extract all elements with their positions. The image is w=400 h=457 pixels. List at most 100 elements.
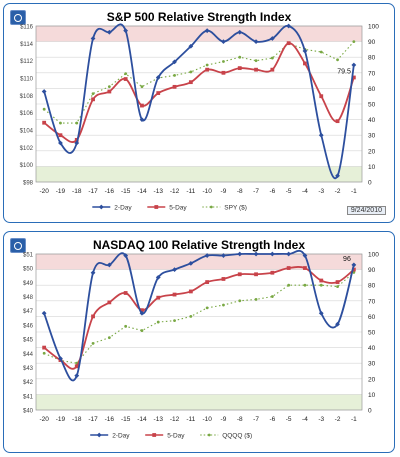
plot-area: [35, 25, 363, 183]
data-point: [91, 314, 95, 319]
data-point: [336, 58, 339, 62]
data-point: [41, 89, 47, 94]
x-tick-label: -5: [286, 416, 292, 423]
data-point: [139, 117, 145, 122]
right-tick-label: 90: [368, 267, 376, 274]
data-point: [286, 23, 292, 29]
data-point: [188, 43, 194, 49]
data-point: [91, 341, 95, 345]
legend-item: 2-Day: [92, 205, 132, 212]
data-point: [140, 329, 144, 332]
data-point: [172, 267, 177, 272]
x-tick-label: -10: [202, 416, 212, 423]
data-point: [287, 283, 291, 287]
legend-label: 2-Day: [112, 433, 130, 440]
data-point: [140, 308, 144, 313]
x-tick-label: -18: [72, 416, 82, 423]
data-point: [335, 173, 340, 179]
data-point: [351, 262, 357, 268]
x-tick-label: -19: [56, 188, 66, 195]
legend: 2-Day 5-Day SPY ($): [92, 205, 247, 212]
legend-marker: [152, 433, 157, 437]
band-1: [36, 394, 362, 410]
x-tick-label: -9: [221, 188, 227, 195]
data-point: [222, 60, 225, 63]
data-point: [319, 283, 323, 287]
x-tick-label: -7: [253, 188, 259, 195]
legend-item: QQQQ ($): [200, 433, 252, 440]
right-tick-label: 10: [368, 164, 376, 171]
data-point: [302, 48, 308, 54]
chart-plot: 0 10 20 30 40 50 60 70 80 90 100 $40 $41 $42 $43 $44 $45…: [23, 249, 379, 440]
legend-item: SPY ($): [202, 205, 247, 212]
data-point: [221, 39, 226, 44]
data-point: [173, 319, 176, 323]
left-tick-label: $114: [20, 42, 34, 48]
legend: 2-Day 5-Day QQQQ ($): [90, 433, 252, 440]
data-point: [74, 364, 79, 369]
data-point: [238, 299, 242, 303]
legend-item: 5-Day: [147, 205, 187, 212]
data-point: [156, 320, 160, 324]
legend-marker: [96, 432, 102, 438]
data-point: [155, 75, 161, 80]
right-tick-label: 50: [368, 102, 376, 109]
x-tick-label: -16: [105, 416, 115, 423]
data-label: 79.5: [337, 68, 351, 75]
right-tick-label: 40: [368, 117, 376, 124]
data-point: [173, 74, 176, 77]
data-point: [205, 67, 210, 72]
x-tick-label: -11: [186, 416, 195, 423]
left-tick-label: $100: [20, 163, 34, 169]
x-tick-label: -3: [318, 188, 324, 195]
x-tick-label: -4: [302, 416, 308, 423]
data-point: [318, 310, 324, 316]
x-tick-label: -12: [170, 416, 180, 423]
right-tick-label: 60: [368, 86, 376, 93]
data-point: [254, 67, 258, 72]
x-tick-label: -20: [39, 416, 49, 423]
data-point: [253, 39, 259, 44]
x-tick-label: -17: [88, 188, 98, 195]
right-tick-label: 80: [368, 55, 376, 62]
left-tick-label: $44: [23, 352, 34, 358]
data-point: [90, 270, 96, 276]
x-tick-label: -5: [286, 188, 292, 195]
x-tick-label: -13: [154, 416, 164, 423]
left-tick-label: $98: [23, 181, 34, 187]
data-point: [188, 80, 193, 85]
chart-title: S&P 500 Relative Strength Index: [106, 10, 292, 24]
data-point: [205, 280, 210, 284]
right-tick-label: 20: [368, 148, 376, 155]
left-tick-label: $108: [20, 94, 34, 100]
left-tick-label: $48: [23, 295, 34, 301]
data-point: [335, 321, 340, 327]
right-tick-label: 90: [368, 39, 376, 46]
legend-marker: [154, 205, 159, 209]
right-tick-label: 100: [368, 24, 379, 31]
x-tick-label: -20: [39, 188, 49, 195]
data-point: [351, 75, 356, 80]
data-point: [188, 289, 193, 294]
data-point: [42, 351, 46, 355]
data-point: [237, 29, 243, 35]
left-tick-label: $49: [23, 281, 34, 287]
legend-item: 5-Day: [145, 433, 185, 440]
x-tick-label: -6: [269, 188, 275, 195]
data-point: [58, 133, 63, 138]
x-tick-label: -19: [56, 416, 66, 423]
data-point: [42, 345, 47, 350]
series-qqqq-: [42, 271, 356, 365]
nasdaq100-rsi-chart: NASDAQ 100 Relative Strength Index 0 10 20…: [3, 231, 395, 453]
right-tick-label: 70: [368, 298, 376, 305]
data-point: [254, 59, 258, 63]
data-point: [237, 251, 243, 257]
data-point: [205, 63, 209, 67]
data-point: [204, 28, 210, 34]
data-point: [237, 272, 242, 277]
data-point: [106, 29, 112, 35]
x-tick-label: -12: [170, 188, 180, 195]
left-tick-label: $40: [23, 409, 34, 415]
data-point: [352, 40, 356, 43]
chart-title: NASDAQ 100 Relative Strength Index: [92, 238, 306, 252]
